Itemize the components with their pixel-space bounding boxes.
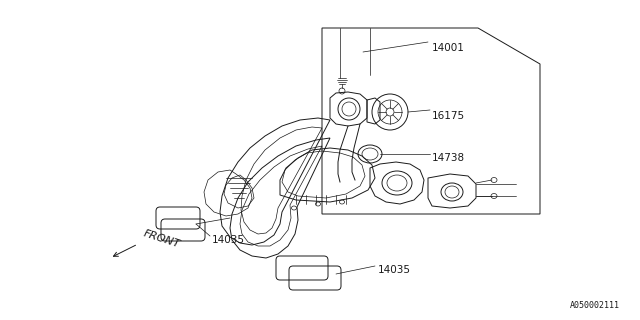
Text: 14035: 14035	[378, 265, 411, 275]
Text: 14035: 14035	[212, 235, 245, 245]
Text: 16175: 16175	[432, 111, 465, 121]
Text: 14001: 14001	[432, 43, 465, 53]
Text: A050002111: A050002111	[570, 301, 620, 310]
Text: FRONT: FRONT	[142, 229, 181, 250]
Text: 14738: 14738	[432, 153, 465, 163]
